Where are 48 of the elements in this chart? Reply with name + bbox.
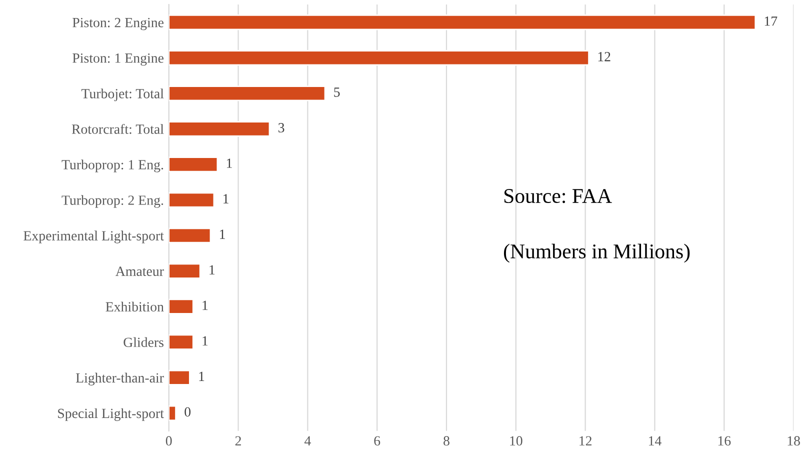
y-tick-label: Exhibition: [106, 302, 164, 312]
bar: [168, 405, 176, 421]
y-tick-label: Piston: 2 Engine: [72, 18, 164, 30]
x-tick-label: 4: [304, 436, 311, 446]
data-label: 1: [224, 194, 228, 204]
x-tick-label: 10: [510, 436, 522, 446]
data-label: 1: [202, 336, 208, 346]
data-label: 5: [334, 88, 340, 97]
x-tick-label: 6: [374, 436, 380, 446]
data-label: 3: [278, 123, 284, 132]
bar: [168, 14, 756, 30]
x-tick-label: 18: [788, 436, 800, 446]
y-tick-label: Special Light-sport: [58, 408, 164, 421]
y-tick-label: Turboprop: 2 Eng.: [62, 195, 164, 208]
x-tick-label: 16: [718, 436, 731, 446]
data-label: 1: [220, 230, 225, 239]
bar: [168, 228, 212, 244]
y-tick-label: Lighter-than-air: [76, 372, 164, 386]
x-tick-label: 12: [580, 436, 592, 446]
bar: [168, 192, 215, 208]
bar: [168, 50, 590, 66]
bar: [168, 121, 270, 137]
y-tick-label: Rotorcraft: Total: [72, 124, 164, 134]
annotation: Source: FAA: [504, 189, 612, 204]
data-label: 1: [202, 300, 208, 310]
y-tick-label: Experimental Light-sport: [24, 230, 164, 244]
x-tick-label: 2: [235, 436, 241, 446]
y-tick-label: Piston: 1 Engine: [72, 53, 164, 66]
data-label: 1: [199, 372, 204, 381]
bar: [168, 370, 190, 386]
bar: [168, 86, 326, 102]
x-tick-label: 8: [444, 436, 450, 446]
data-label: 17: [764, 16, 778, 26]
bar: [168, 334, 194, 350]
data-label: 1: [226, 158, 232, 168]
annotation: (Numbers in Millions): [504, 244, 690, 263]
bar: [168, 156, 218, 172]
data-label: 12: [598, 52, 610, 62]
bar: [168, 298, 194, 314]
y-tick-label: Amateur: [116, 266, 164, 276]
y-tick-label: Turboprop: 1 Eng.: [62, 160, 164, 172]
data-label: 0: [184, 407, 191, 417]
data-label: 1: [210, 265, 215, 274]
y-tick-label: Gliders: [124, 337, 164, 348]
y-tick-label: Turbojet: Total: [81, 88, 164, 102]
x-tick-label: 14: [649, 436, 662, 446]
bar: [168, 263, 201, 279]
x-tick-label: 0: [166, 436, 172, 446]
